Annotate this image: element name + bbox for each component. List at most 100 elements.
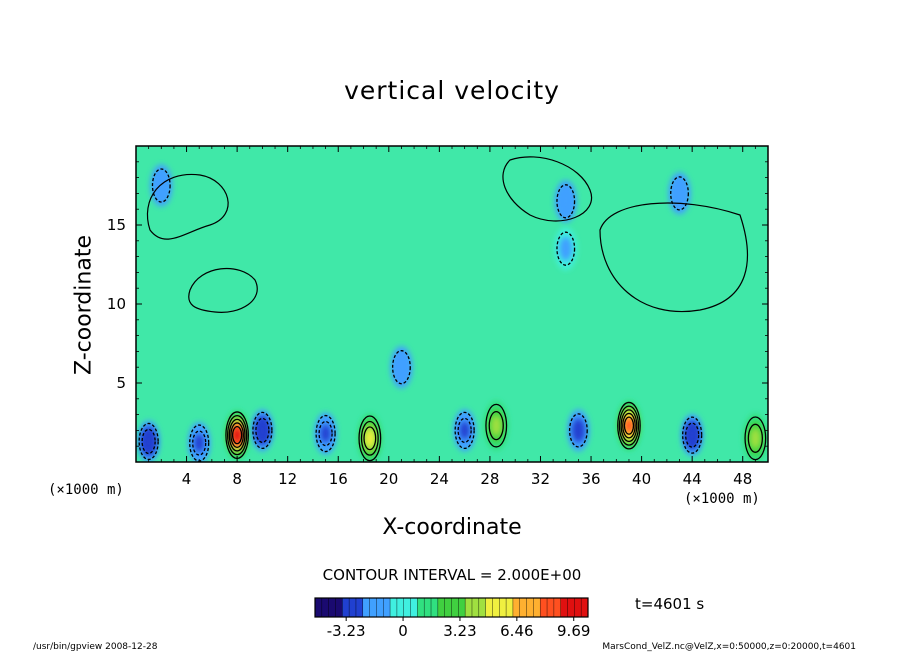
zero-contour <box>146 173 229 240</box>
contour-ring <box>363 426 377 451</box>
colorbar: -3.23 0 3.23 6.46 9.69 <box>314 597 590 640</box>
contour-ring <box>360 420 379 456</box>
field-level <box>394 355 408 380</box>
contour-interval-label: CONTOUR INTERVAL = 2.000E+00 <box>322 566 582 584</box>
contour-ring <box>141 428 156 455</box>
downdraft-cell <box>453 409 476 452</box>
contour-ring <box>488 411 504 441</box>
colorbar-cell <box>492 598 500 617</box>
field-level <box>365 429 375 447</box>
time-label: t=4601 s <box>635 595 705 613</box>
x-tick-label: 16 <box>329 470 348 488</box>
contour-ring <box>485 403 508 448</box>
colorbar-cell <box>328 598 336 617</box>
colorbar-cell <box>437 598 446 617</box>
field-level <box>194 434 205 453</box>
contour-ring <box>457 417 472 444</box>
colorbar-cell <box>396 598 405 617</box>
colorbar-cell <box>376 598 384 617</box>
colorbar-tick-label: 3.23 <box>443 622 476 640</box>
contour-ring <box>151 168 171 203</box>
colorbar-cell <box>540 598 548 617</box>
downdraft-cell <box>390 346 413 389</box>
contour-ring <box>252 411 273 450</box>
contour-ring <box>454 411 475 450</box>
contour-ring <box>226 414 248 456</box>
colorbar-cell <box>444 598 453 617</box>
x-axis-unit-left: (×1000 m) <box>48 482 124 498</box>
downdraft-cell <box>251 409 274 452</box>
x-tick-label: 40 <box>632 470 651 488</box>
zero-contour <box>502 156 593 222</box>
contour-ring <box>315 414 336 453</box>
x-tick-label: 20 <box>379 470 398 488</box>
contour-ring <box>747 423 764 453</box>
colorbar-cell <box>560 598 569 617</box>
colorbar-cell <box>383 598 391 617</box>
colorbar-cell <box>553 598 562 617</box>
field-level <box>154 173 168 198</box>
contour-ring <box>622 412 636 439</box>
colorbar-cell <box>533 598 541 617</box>
colorbar-cell <box>349 598 357 617</box>
x-tick-label: 4 <box>182 470 192 488</box>
y-axis-ticks: 5 10 15 <box>107 161 768 447</box>
colorbar-tick-label: 9.69 <box>557 622 590 640</box>
downdraft-cell <box>188 422 211 462</box>
field-level <box>490 415 502 436</box>
contour-ring <box>685 422 700 448</box>
x-tick-label: 24 <box>430 470 449 488</box>
field-level <box>143 432 154 451</box>
colorbar-frame <box>314 597 589 618</box>
downdraft-cell <box>137 420 160 462</box>
colorbar-cell <box>458 598 466 617</box>
colorbar-cell <box>451 598 459 617</box>
contour-ring <box>231 425 243 445</box>
contour-ring <box>618 405 640 446</box>
colorbar-cell <box>410 598 418 617</box>
colorbar-cell <box>335 598 343 617</box>
colorbar-tick-label: -3.23 <box>327 622 366 640</box>
colorbar-tick-label: 0 <box>398 622 408 640</box>
x-tick-label: 32 <box>531 470 550 488</box>
downdraft-cell <box>567 409 590 452</box>
colorbar-cell <box>355 598 364 617</box>
field-level <box>687 426 698 445</box>
downdraft-cell <box>150 164 173 207</box>
downdraft-cell <box>554 180 577 223</box>
downdraft-cell <box>314 412 337 455</box>
contour-lines <box>138 156 767 462</box>
colorbar-cell <box>417 598 425 617</box>
colorbar-cell <box>471 598 480 617</box>
contour-ring <box>556 231 576 266</box>
colorbar-cell <box>321 598 330 617</box>
field-level <box>320 424 331 443</box>
x-axis-unit-right: (×1000 m) <box>684 491 760 507</box>
contour-ring <box>391 350 411 385</box>
contour-ring <box>568 413 588 448</box>
colorbar-cell <box>403 598 412 617</box>
field-level <box>233 428 241 442</box>
colorbar-cell <box>369 598 377 617</box>
colorbar-cell <box>485 598 493 617</box>
y-tick-label: 15 <box>107 216 126 234</box>
colorbar-cell <box>506 598 514 617</box>
colorbar-cell <box>574 598 582 617</box>
colorbar-cell <box>342 598 350 617</box>
downdraft-cell <box>554 227 577 270</box>
footer-left: /usr/bin/gpview 2008-12-28 <box>33 642 158 652</box>
contour-ring <box>358 415 382 462</box>
contour-ring <box>682 416 703 454</box>
contour-ring <box>556 184 576 219</box>
colorbar-cell <box>424 598 432 617</box>
y-tick-label: 10 <box>107 295 126 313</box>
contour-ring <box>670 176 689 211</box>
zero-contour <box>599 202 749 313</box>
contour-ring <box>228 418 246 452</box>
field-level <box>673 181 687 206</box>
field-level <box>559 189 573 214</box>
colorbar-cell <box>362 598 371 617</box>
x-tick-label: 48 <box>733 470 752 488</box>
colorbar-cell <box>465 598 473 617</box>
